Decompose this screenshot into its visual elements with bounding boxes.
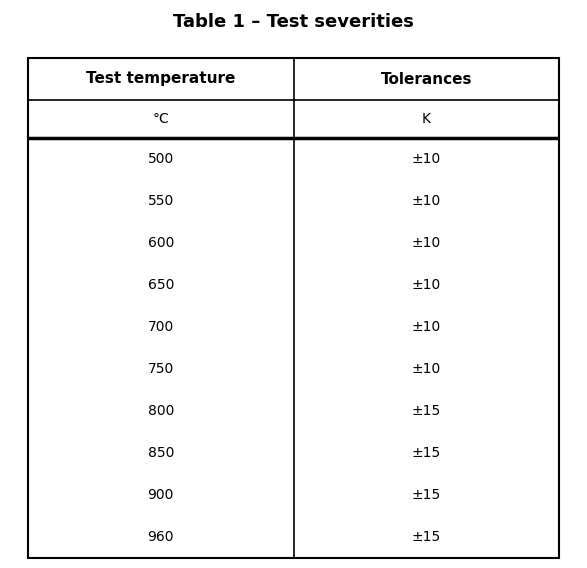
Text: ±10: ±10: [411, 320, 441, 334]
Text: °C: °C: [153, 112, 169, 126]
Text: Table 1 – Test severities: Table 1 – Test severities: [173, 13, 414, 31]
Text: Tolerances: Tolerances: [380, 72, 472, 86]
Text: 500: 500: [147, 152, 174, 166]
Text: 550: 550: [147, 194, 174, 208]
Text: 750: 750: [147, 362, 174, 376]
Text: 600: 600: [147, 236, 174, 250]
Text: Test temperature: Test temperature: [86, 72, 235, 86]
Text: 700: 700: [147, 320, 174, 334]
Text: ±15: ±15: [411, 404, 441, 418]
Text: K: K: [421, 112, 431, 126]
Text: 650: 650: [147, 278, 174, 292]
Text: ±15: ±15: [411, 488, 441, 502]
Text: 900: 900: [147, 488, 174, 502]
Text: 850: 850: [147, 446, 174, 460]
Text: 960: 960: [147, 530, 174, 544]
Text: ±10: ±10: [411, 236, 441, 250]
Text: ±10: ±10: [411, 152, 441, 166]
Text: ±10: ±10: [411, 362, 441, 376]
Text: ±10: ±10: [411, 278, 441, 292]
Text: ±15: ±15: [411, 446, 441, 460]
Text: 800: 800: [147, 404, 174, 418]
Text: ±10: ±10: [411, 194, 441, 208]
Bar: [28, 58, 559, 558]
Text: ±15: ±15: [411, 530, 441, 544]
